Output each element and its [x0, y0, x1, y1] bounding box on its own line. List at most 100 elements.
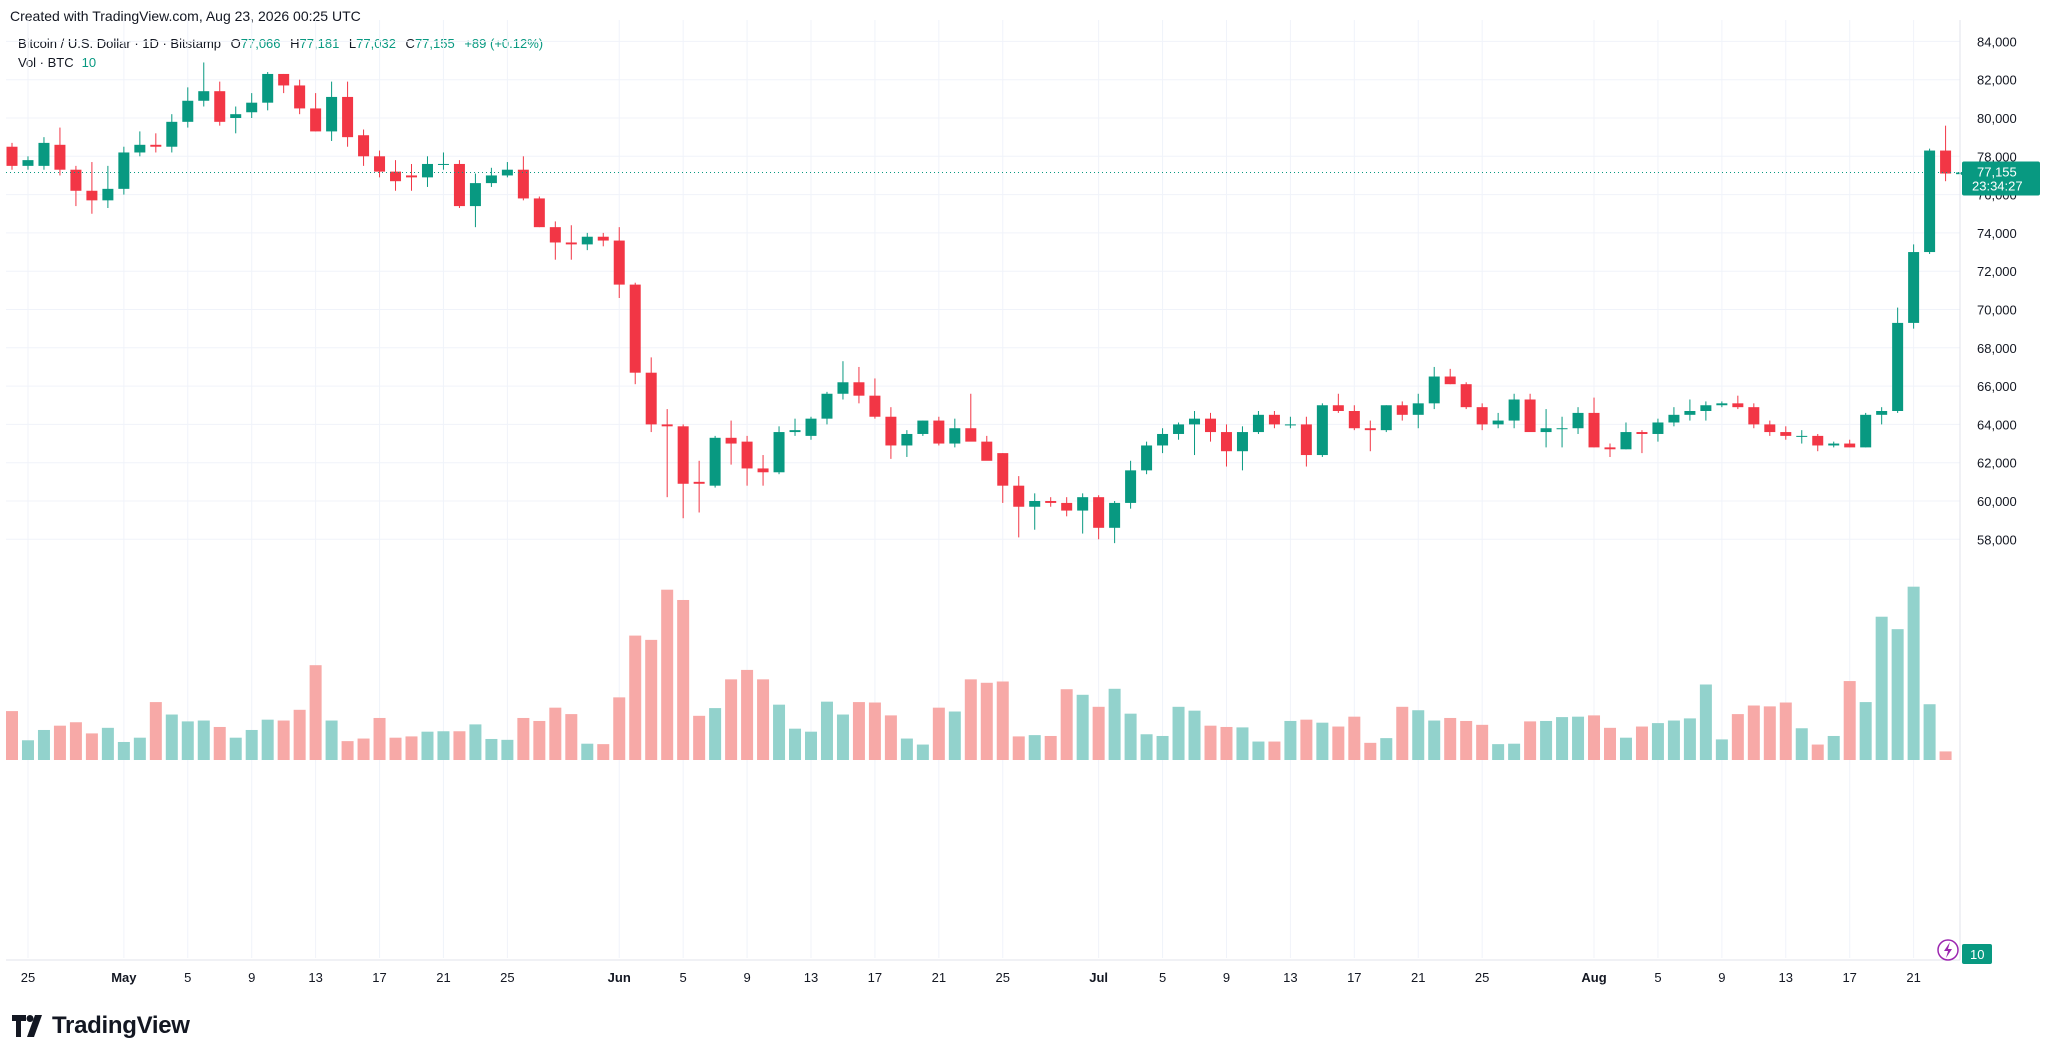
time-tick-label: 9: [248, 970, 255, 985]
volume-bar: [85, 733, 98, 760]
candle-body: [1892, 322, 1904, 411]
price-tick-label: 70,000: [1977, 303, 2017, 318]
candle-body: [70, 169, 82, 191]
volume-bar: [773, 704, 786, 760]
volume-bar: [53, 725, 66, 760]
candle-body: [1364, 428, 1376, 431]
time-tick-label: 13: [308, 970, 322, 985]
price-tick-label: 80,000: [1977, 111, 2017, 126]
volume-bar: [1188, 710, 1201, 760]
volume-bar: [1364, 742, 1377, 760]
volume-bar: [469, 724, 482, 760]
volume-bar: [725, 679, 738, 760]
candle-body: [390, 171, 402, 182]
candle-body: [1924, 150, 1936, 253]
tradingview-logo[interactable]: TradingView: [12, 1012, 190, 1040]
time-tick-label: May: [111, 970, 137, 985]
volume-bar: [820, 701, 833, 760]
volume-bar: [1284, 720, 1297, 760]
volume-bar: [629, 635, 642, 760]
volume-bar: [1588, 715, 1601, 760]
symbol-title[interactable]: Bitcoin / U.S. Dollar · 1D · Bitstamp: [18, 36, 221, 51]
volume-bar: [1428, 720, 1441, 760]
volume-bar: [1508, 743, 1521, 760]
volume-bar: [437, 731, 450, 760]
time-tick-label: 9: [743, 970, 750, 985]
candle-body: [1045, 501, 1057, 503]
volume-bar: [1572, 716, 1585, 760]
candle-body: [437, 163, 449, 165]
volume-bar: [1747, 705, 1760, 760]
volume-bar: [581, 743, 594, 760]
candle-body: [1828, 443, 1840, 446]
volume-bar: [1316, 722, 1329, 760]
ohlc-open-label: O: [230, 36, 241, 51]
time-tick-label: 17: [372, 970, 386, 985]
symbol-legend[interactable]: Bitcoin / U.S. Dollar · 1D · Bitstamp O7…: [18, 36, 549, 51]
candle-body: [1236, 432, 1248, 452]
ohlc-open-value: 77,066: [240, 36, 281, 51]
candle-body: [645, 372, 657, 425]
volume-bar: [533, 720, 546, 760]
candle-body: [1716, 403, 1728, 406]
lightning-icon[interactable]: [1937, 939, 1959, 961]
volume-bar: [1651, 723, 1664, 760]
volume-bar: [309, 665, 322, 760]
volume-bar: [1092, 706, 1105, 760]
price-tick-label: 78,000: [1977, 149, 2017, 164]
candle-body: [1668, 414, 1680, 423]
time-tick-label: 13: [804, 970, 818, 985]
candle-body: [1556, 428, 1568, 430]
candle-body: [166, 121, 178, 147]
volume-bar: [1460, 720, 1473, 760]
volume-bar: [1124, 713, 1137, 760]
candle-body: [981, 441, 993, 461]
candle-body: [1732, 403, 1744, 408]
candle-body: [885, 416, 897, 446]
volume-bar: [1348, 716, 1361, 760]
candle-body: [757, 468, 769, 473]
volume-bar: [485, 738, 498, 760]
candle-body: [1908, 252, 1920, 323]
candle-body: [1492, 420, 1504, 425]
volume-bar: [1715, 739, 1728, 760]
price-axis[interactable]: 58,000 60,000 62,000 64,000 66,000 68,000 70,0…: [1959, 20, 2017, 960]
candle-body: [1444, 376, 1456, 385]
volume-bar: [6, 711, 18, 760]
time-axis[interactable]: 25 May 5 9 13 17 21 25 Jun 5 9 13 17 21 25 Jul 5 9 13 17 21 2…: [6, 959, 1960, 985]
bar-countdown: 23:34:27: [1972, 178, 2023, 193]
volume-legend[interactable]: Vol · BTC 10: [18, 55, 96, 70]
candle-body: [1460, 384, 1472, 408]
price-tick-label: 60,000: [1977, 494, 2017, 509]
time-tick-label: 9: [1718, 970, 1725, 985]
candle-body: [1524, 399, 1536, 433]
volume-bar: [405, 736, 418, 760]
candle-body: [821, 393, 833, 419]
volume-bar: [1619, 737, 1632, 760]
candle-body: [933, 420, 945, 444]
time-tick-label: 21: [1411, 970, 1425, 985]
volume-bar: [1396, 706, 1409, 760]
ohlc-high-label: H: [290, 36, 300, 51]
volume-badge-value: 10: [1970, 947, 1984, 962]
candle-body: [6, 146, 18, 166]
volume-bar: [709, 708, 722, 760]
candle-body: [725, 437, 737, 444]
ohlc-high-value: 77,181: [299, 36, 340, 51]
candle-body: [965, 428, 977, 442]
volume-bar: [565, 714, 578, 760]
candle-body: [1780, 432, 1792, 436]
candle-body: [789, 430, 801, 433]
volume-bar: [1044, 735, 1057, 760]
candle-body: [917, 420, 929, 434]
ohlc-close-value: 77,155: [414, 36, 455, 51]
time-tick-label: Jul: [1089, 970, 1108, 985]
volume-bar: [1875, 616, 1888, 760]
time-tick-label: 21: [932, 970, 946, 985]
candle-body: [677, 426, 689, 484]
volume-bar: [1556, 717, 1569, 760]
candle-body: [262, 73, 274, 103]
candle-body: [1300, 424, 1312, 456]
candle-body: [182, 100, 194, 122]
